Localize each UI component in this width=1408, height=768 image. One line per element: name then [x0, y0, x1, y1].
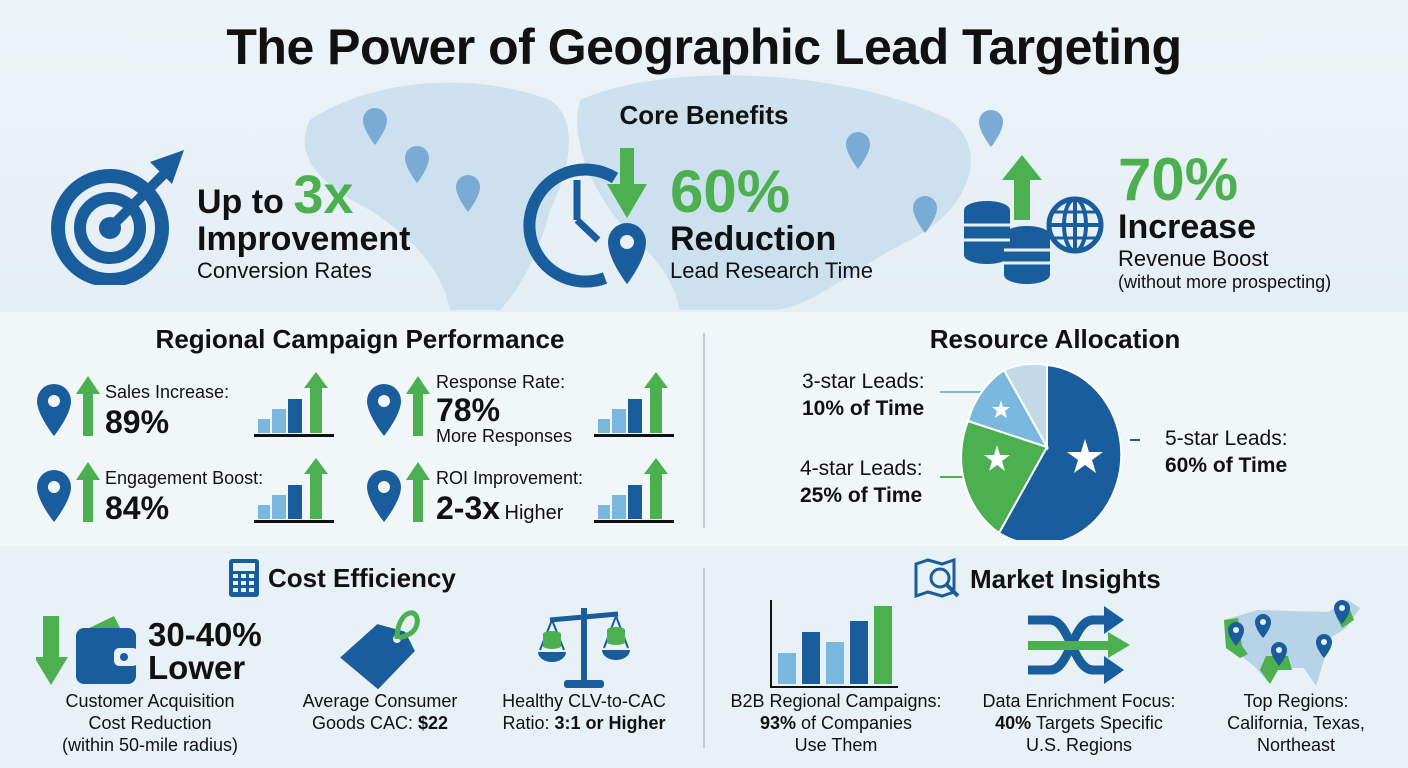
map-pin-icon — [913, 196, 937, 233]
shuffle-arrows-icon — [1028, 606, 1130, 684]
map-search-icon — [914, 558, 960, 599]
benefit-value: 3x — [293, 165, 354, 225]
slice-other — [1002, 362, 1048, 451]
section-divider — [703, 333, 705, 528]
target-arrow-icon — [51, 150, 184, 285]
benefit-conversion: Up to 3x Improvement Conversion Rates — [197, 165, 411, 283]
star-icon — [992, 400, 1010, 418]
metric-roi-improvement: ROI Improvement: 2-3x Higher — [366, 458, 686, 528]
b2b-caption: B2B Regional Campaigns: 93% of Companies… — [730, 691, 942, 755]
metric-sales-increase: Sales Increase: 89% — [36, 372, 336, 442]
benefit-revenue: 70% Increase Revenue Boost (without more… — [1118, 146, 1332, 293]
resource-heading: Resource Allocation — [929, 324, 1181, 354]
bar-growth-icon — [594, 458, 674, 523]
map-pin-icon — [979, 110, 1003, 147]
balance-scale-icon — [538, 608, 630, 688]
metric-engagement-boost: Engagement Boost: 84% — [36, 458, 336, 528]
market-heading-group: Market Insights — [914, 558, 1161, 600]
top-regions-caption: Top Regions: California, Texas, Northeas… — [1227, 691, 1365, 755]
cost-reduction-caption: Customer Acquisition Cost Reduction (wit… — [61, 691, 239, 755]
resource-pie-chart — [940, 362, 1140, 540]
star-icon — [1067, 439, 1103, 473]
label-4-star: 4-star Leads: 25% of Time — [800, 457, 923, 507]
cost-reduction-value: 30-40% Lower — [148, 616, 262, 686]
regional-heading: Regional Campaign Performance — [155, 324, 565, 354]
cost-heading-group: Cost Efficiency — [228, 558, 456, 598]
calculator-icon — [229, 559, 259, 597]
world-map-background — [304, 75, 971, 310]
benefit-research-time: 60% Reduction Lead Research Time — [670, 158, 873, 283]
us-map-pins-icon — [1224, 600, 1360, 686]
clock-location-icon — [523, 148, 647, 288]
pin-up-arrow-icon — [367, 376, 430, 436]
avg-cac-caption: Average Consumer Goods CAC: $22 — [302, 691, 458, 733]
slice-4-star — [960, 419, 1049, 535]
bar-growth-icon — [594, 372, 674, 437]
map-pins — [363, 108, 1003, 233]
wallet-down-arrow-icon — [36, 616, 138, 685]
bar-chart-icon — [770, 600, 898, 688]
map-pin-icon — [846, 132, 870, 169]
pin-up-arrow-icon — [37, 376, 100, 436]
page-title: The Power of Geographic Lead Targeting — [226, 19, 1182, 75]
price-tag-icon — [340, 610, 420, 689]
section-divider — [703, 568, 705, 748]
bar-growth-icon — [254, 458, 334, 523]
bar-growth-icon — [254, 372, 334, 437]
map-pin-icon — [405, 146, 429, 183]
map-pin-icon — [456, 175, 480, 212]
benefit-value: 70% — [1118, 146, 1239, 213]
pin-up-arrow-icon — [37, 462, 100, 522]
map-pin-icon — [363, 108, 387, 145]
clv-cac-caption: Healthy CLV-to-CAC Ratio: 3:1 or Higher — [502, 691, 666, 733]
core-benefits-heading: Core Benefits — [619, 100, 789, 130]
metric-response-rate: Response Rate: 78% More Responses — [366, 372, 686, 447]
label-5-star: 5-star Leads: 60% of Time — [1165, 427, 1288, 477]
benefit-value: 60% — [670, 158, 791, 225]
label-3-star: 3-star Leads: 10% of Time — [802, 370, 925, 420]
pin-up-arrow-icon — [367, 462, 430, 522]
data-enrichment-caption: Data Enrichment Focus: 40% Targets Speci… — [982, 691, 1176, 755]
coins-globe-icon — [964, 155, 1104, 284]
star-icon — [984, 445, 1010, 471]
slice-5-star — [997, 363, 1123, 540]
